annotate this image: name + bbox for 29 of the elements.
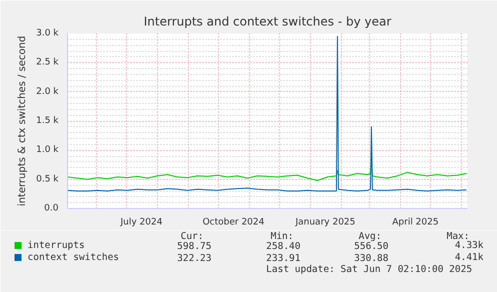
y-tick-label: 0.0 xyxy=(44,204,59,214)
text: 556.50 xyxy=(354,241,389,252)
y-tick-label: 2.0 k xyxy=(36,86,60,97)
text: Cur: xyxy=(180,231,204,242)
text: 258.40 xyxy=(266,241,301,252)
legend-label: context switches xyxy=(28,252,120,263)
text: Avg: xyxy=(358,231,382,242)
x-tick-label: July 2024 xyxy=(120,218,163,228)
x-tick-label: October 2024 xyxy=(202,218,265,228)
text: 4.41k xyxy=(454,252,484,263)
x-tick-label: January 2025 xyxy=(294,218,356,228)
y-axis-title: interrupts & ctx switches / second xyxy=(17,36,28,206)
chart-title: Interrupts and context switches - by year xyxy=(144,14,392,28)
x-tick-label: April 2025 xyxy=(392,218,439,228)
text: Last update: Sat Jun 7 02:10:00 2025 xyxy=(266,264,472,275)
text: Min: xyxy=(270,231,294,242)
y-tick-label: 1.0 k xyxy=(36,145,60,156)
text: 598.75 xyxy=(177,241,212,252)
text: 322.23 xyxy=(177,253,212,264)
legend-label: interrupts xyxy=(28,240,85,251)
y-tick-label: 2.5 k xyxy=(36,58,60,68)
line-series xyxy=(68,36,467,192)
y-tick-label: 3.0 k xyxy=(36,28,60,38)
y-tick-label: 0.5 k xyxy=(36,174,60,184)
text: 4.33k xyxy=(454,240,484,251)
y-tick-label: 1.5 k xyxy=(36,116,60,126)
text: 330.88 xyxy=(354,253,389,264)
text: 233.91 xyxy=(266,253,301,264)
text: Max: xyxy=(446,231,470,242)
